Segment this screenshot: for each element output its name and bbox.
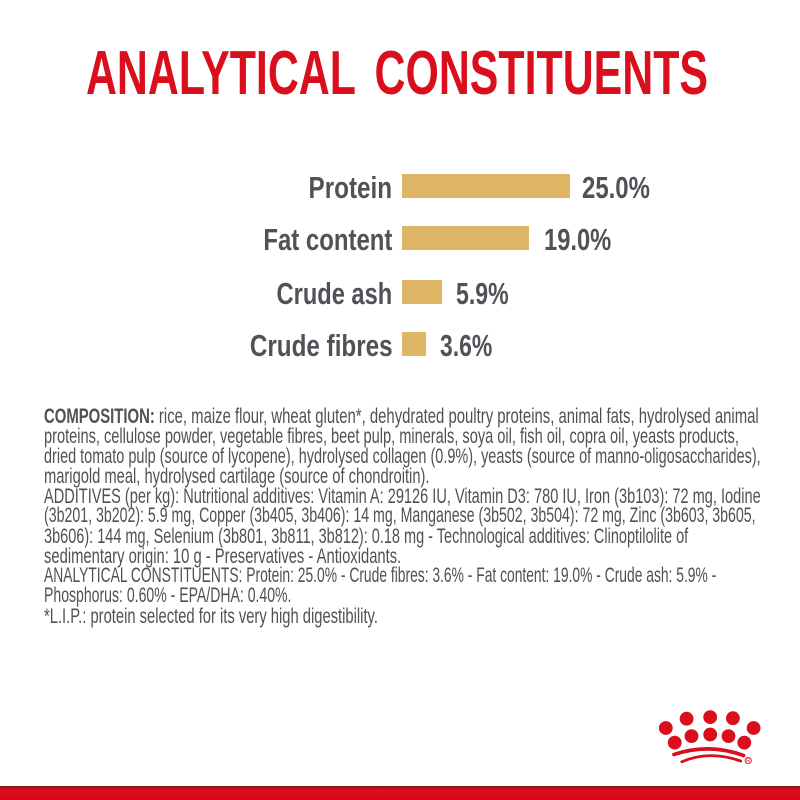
- svg-text:R: R: [746, 759, 750, 765]
